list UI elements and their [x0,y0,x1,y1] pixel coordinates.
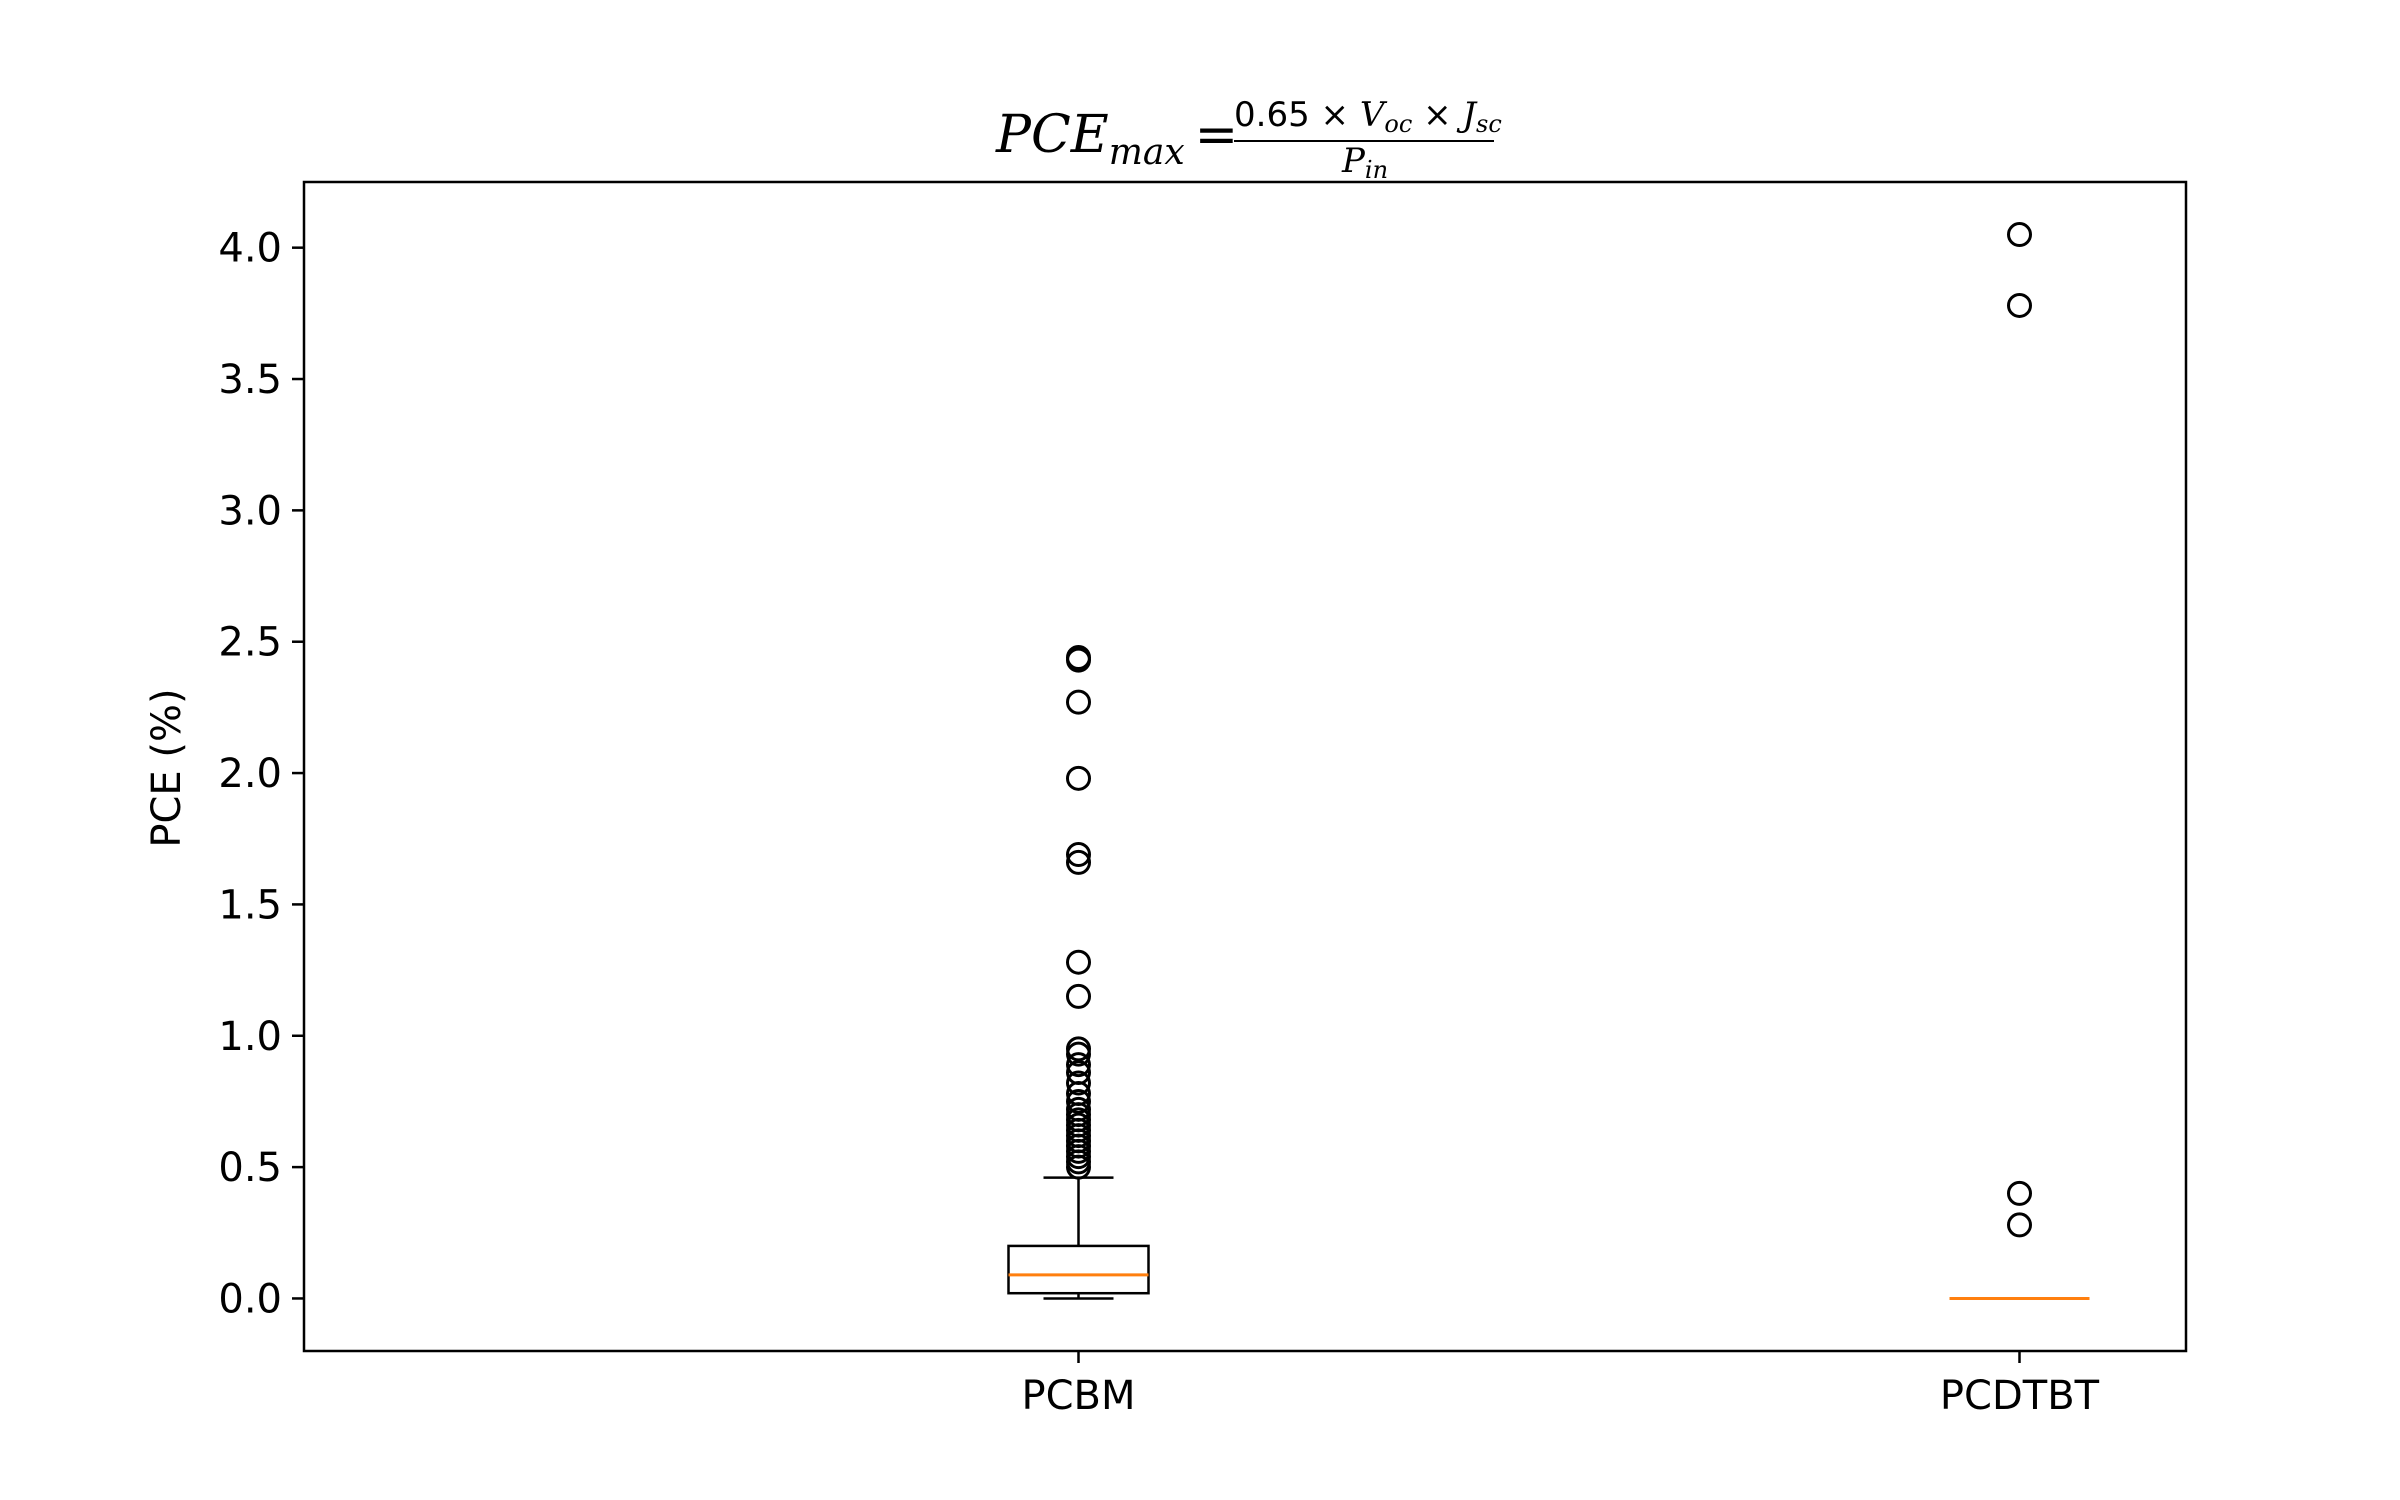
box-group-pcbm [1007,644,1150,1300]
outlier-point [2007,1212,2032,1238]
title-num-j-sub: sc [1476,110,1502,138]
outlier-point [1066,1088,1091,1114]
title-num-j: J [1456,95,1478,135]
y-tick-label: 3.5 [218,357,282,403]
svg-text:Pin: Pin [1341,141,1388,184]
title-lhs-main: PCE [995,105,1109,165]
y-tick-label: 3.0 [218,488,282,534]
svg-text:PCEmax=: PCEmax = [995,105,1238,173]
title-num-v: V [1360,95,1388,135]
svg-text:0.65 × Voc × Jsc: 0.65 × Voc × Jsc [1234,95,1502,138]
plot-area [1007,222,2090,1300]
outlier-point [2007,292,2032,318]
outlier-point [1066,1052,1091,1078]
y-tick-label: 2.0 [218,751,282,797]
outlier-point [1066,842,1091,868]
outlier-point [1066,1060,1091,1086]
outlier-point [1066,849,1091,875]
y-tick-label: 1.5 [218,882,282,928]
title-den-p: P [1341,141,1366,181]
x-tick-label: PCBM [1021,1373,1135,1419]
title-num-times: × [1412,95,1462,135]
outlier-point [1066,1096,1091,1122]
chart-title: PCEmax = 0.65 × Voc × Jsc Pin [995,95,1502,184]
y-axis: 0.0 0.5 1.0 1.5 2.0 2.5 3.0 3.5 4.0 [218,226,304,1322]
x-axis: PCBM PCDTBT [1021,1351,2100,1419]
outlier-point [2007,1180,2032,1206]
title-den-p-sub: in [1365,156,1388,184]
y-tick-label: 4.0 [218,226,282,272]
title-num-coef: 0.65 × [1234,95,1360,135]
x-tick-label: PCDTBT [1940,1373,2100,1419]
y-tick-label: 0.0 [218,1276,282,1322]
outlier-point [1066,689,1091,715]
outlier-point [1066,983,1091,1009]
outlier-point [1066,765,1091,791]
outlier-point [1066,1036,1091,1062]
y-tick-label: 1.0 [218,1014,282,1060]
y-axis-label: PCE (%) [144,688,190,847]
box-group-pcdtbt [1949,222,2090,1300]
iqr-box [1007,1244,1150,1295]
title-equals: = [1195,105,1239,165]
outlier-point [2007,222,2032,248]
title-lhs-sub: max [1109,132,1185,173]
outlier-point [1066,949,1091,975]
y-tick-label: 0.5 [218,1145,282,1191]
outlier-point [1066,1070,1091,1096]
title-num-v-sub: oc [1384,110,1412,138]
y-tick-label: 2.5 [218,620,282,666]
outlier-point [1066,644,1091,670]
plot-frame [302,180,2188,1353]
